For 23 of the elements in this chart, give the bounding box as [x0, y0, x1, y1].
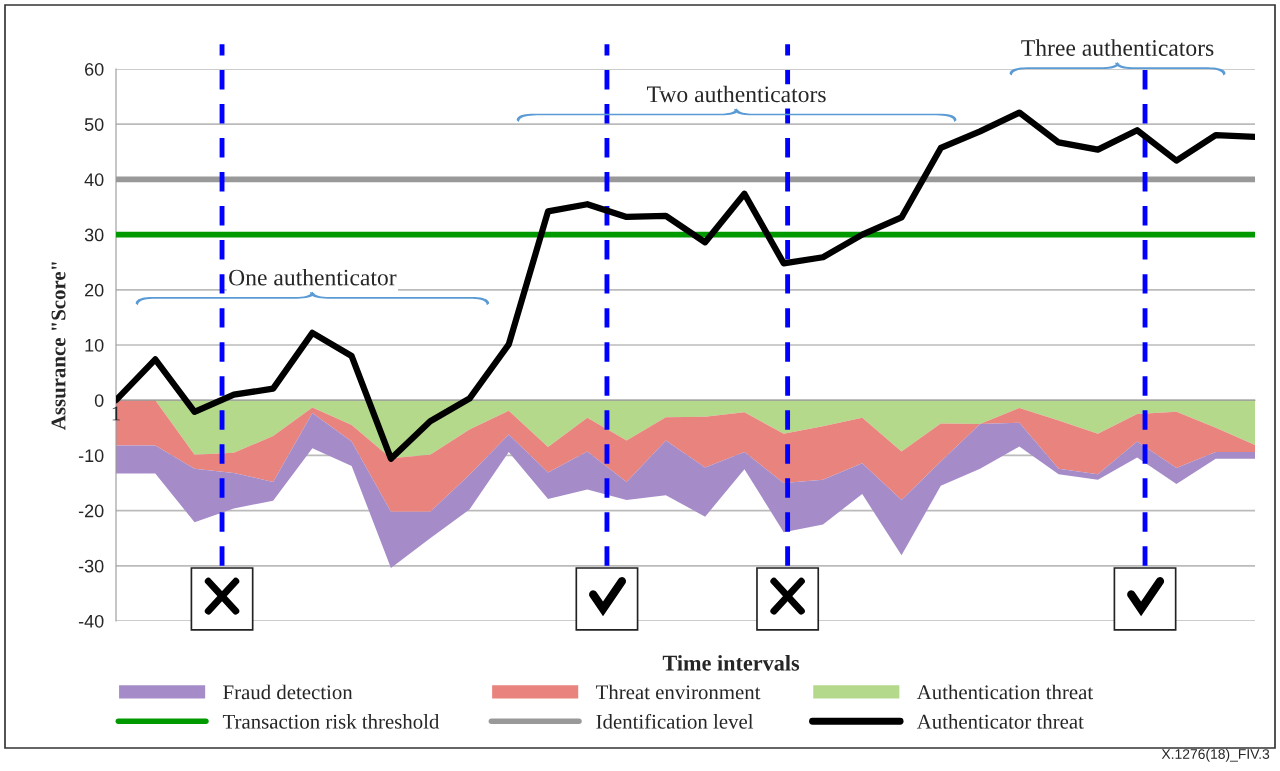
legend-label: Transaction risk threshold	[222, 714, 440, 729]
x-axis-title: Time intervals	[662, 655, 800, 671]
legend-label: Authenticator threat	[916, 714, 1084, 729]
text: Three authenticators	[1021, 39, 1214, 56]
y-tick-label: 20	[85, 283, 104, 297]
y-tick-label: -30	[78, 559, 104, 573]
y-tick-label: 50	[84, 118, 104, 131]
text: X.1276(18)_FIV.3	[1161, 748, 1270, 762]
legend-label: Identification level	[596, 713, 754, 729]
y-tick-label: 40	[84, 173, 104, 187]
y-tick-label: -10	[78, 449, 104, 463]
y-tick-label: 0	[94, 394, 104, 407]
annotation: One authenticator	[229, 268, 397, 286]
y-tick-label: 10	[85, 338, 104, 352]
y-tick-label: -40	[78, 614, 104, 628]
y-axis-title: Assurance "Score"	[51, 262, 66, 430]
legend-label: Authentication threat	[916, 684, 1094, 700]
y-tick-label: 30	[84, 228, 104, 242]
legend-label: Threat environment	[595, 684, 761, 700]
legend-label: Fraud detection	[223, 684, 353, 700]
y-tick-label: -20	[78, 504, 104, 518]
y-tick-label: 60	[85, 62, 104, 76]
annotation: Two authenticators	[647, 85, 826, 103]
